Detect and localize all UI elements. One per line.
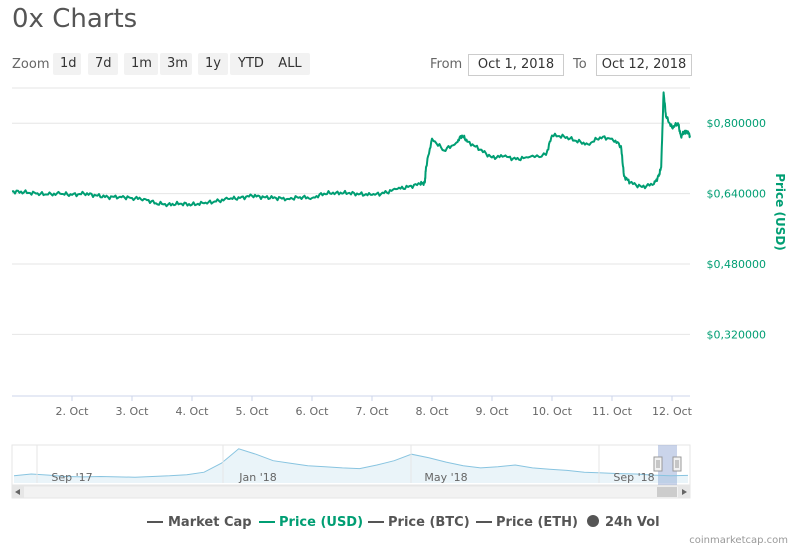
- navigator-tick-label: Sep '17: [51, 471, 92, 484]
- to-label: To: [573, 57, 587, 72]
- arrow-right-icon: [682, 489, 687, 495]
- x-tick-label: 7. Oct: [355, 405, 389, 418]
- zoom-3m-button[interactable]: 3m: [160, 53, 192, 75]
- scroll-right-button[interactable]: [678, 486, 690, 498]
- x-tick-label: 3. Oct: [115, 405, 149, 418]
- navigator-ticks: Sep '17 Jan '18 May '18 Sep '18: [36, 445, 655, 484]
- zoom-ytd-button[interactable]: YTD: [230, 53, 272, 75]
- scrollbar-track[interactable]: [11, 485, 691, 499]
- zoom-1m-button[interactable]: 1m: [124, 53, 158, 75]
- legend-item-24h-vol[interactable]: 24h Vol: [587, 515, 660, 530]
- zoom-label: Zoom: [12, 57, 50, 72]
- legend-item-price-btc[interactable]: Price (BTC): [368, 515, 470, 530]
- y-axis-ticks: $0,320000 $0,480000 $0,640000 $0,800000: [707, 117, 767, 341]
- y-tick-label: $0,640000: [707, 188, 767, 201]
- price-usd-series-line: [11, 91, 691, 208]
- navigator-area: [14, 448, 688, 483]
- zoom-1y-button[interactable]: 1y: [198, 53, 228, 75]
- navigator-tick-label: May '18: [424, 471, 467, 484]
- legend-label: 24h Vol: [605, 515, 660, 530]
- x-tick-label: 5. Oct: [235, 405, 269, 418]
- legend-label: Market Cap: [168, 515, 252, 530]
- to-date-input[interactable]: Oct 12, 2018: [596, 54, 692, 76]
- navigator-line: [13, 448, 689, 478]
- from-label: From: [430, 57, 463, 72]
- x-axis-ticks: 2. Oct 3. Oct 4. Oct 5. Oct 6. Oct 7. Oct 8. O…: [55, 396, 693, 418]
- credit-link[interactable]: coinmarketcap.com: [689, 535, 788, 546]
- legend-item-market-cap[interactable]: Market Cap: [147, 515, 252, 530]
- y-tick-label: $0,800000: [707, 117, 767, 130]
- legend-dot-icon: [587, 515, 599, 527]
- x-tick-label: 10. Oct: [532, 405, 573, 418]
- arrow-left-icon: [15, 489, 20, 495]
- legend-item-price-eth[interactable]: Price (ETH): [476, 515, 578, 530]
- x-tick-label: 2. Oct: [55, 405, 89, 418]
- zoom-7d-button[interactable]: 7d: [88, 53, 118, 75]
- x-tick-label: 6. Oct: [295, 405, 329, 418]
- y-tick-label: $0,320000: [707, 328, 767, 341]
- x-tick-label: 8. Oct: [415, 405, 449, 418]
- navigator-right-handle[interactable]: [672, 456, 682, 472]
- y-tick-label: $0,480000: [707, 258, 767, 271]
- scrollbar-thumb[interactable]: [657, 487, 677, 497]
- x-tick-label: 11. Oct: [592, 405, 633, 418]
- x-tick-label: 9. Oct: [475, 405, 509, 418]
- navigator-frame: [11, 444, 691, 486]
- x-tick-label: 12. Oct: [652, 405, 693, 418]
- from-date-input[interactable]: Oct 1, 2018: [468, 54, 564, 76]
- page-title: 0x Charts: [12, 4, 138, 34]
- grid-lines: [12, 122, 690, 335]
- zoom-1d-button[interactable]: 1d: [53, 53, 81, 75]
- x-tick-label: 4. Oct: [175, 405, 209, 418]
- legend-label: Price (BTC): [388, 515, 470, 530]
- legend-label: Price (USD): [279, 515, 363, 530]
- zoom-all-button[interactable]: ALL: [270, 53, 310, 75]
- legend: Market Cap Price (USD) Price (BTC) Price…: [147, 515, 660, 530]
- navigator-left-handle[interactable]: [653, 456, 663, 472]
- scroll-left-button[interactable]: [12, 486, 24, 498]
- legend-label: Price (ETH): [496, 515, 578, 530]
- legend-item-price-usd[interactable]: Price (USD): [259, 515, 363, 530]
- navigator-tick-label: Sep '18: [613, 471, 654, 484]
- y-axis-label: Price (USD): [773, 173, 787, 251]
- navigator-tick-label: Jan '18: [238, 471, 276, 484]
